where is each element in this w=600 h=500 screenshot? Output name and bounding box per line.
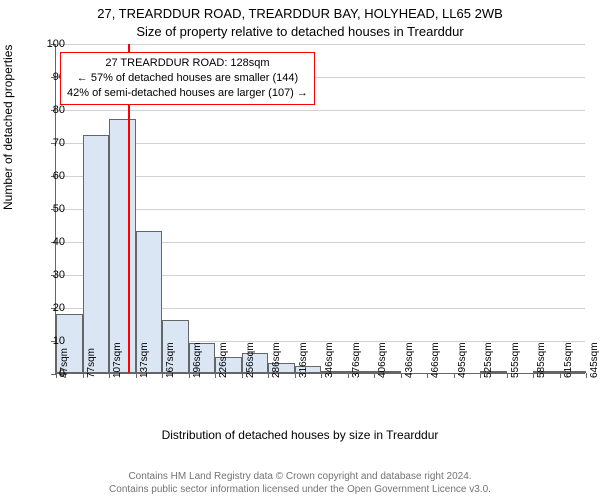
y-tick-label: 70 (15, 137, 65, 149)
x-tick-mark (242, 373, 243, 378)
x-tick-label: 226sqm (218, 342, 229, 378)
x-tick-mark (189, 373, 190, 378)
y-tick-label: 40 (15, 236, 65, 248)
annotation-line: ← 57% of detached houses are smaller (14… (67, 71, 308, 86)
x-tick-label: 346sqm (324, 342, 335, 378)
bar (109, 119, 136, 373)
x-tick-label: 107sqm (112, 342, 123, 378)
x-tick-label: 256sqm (245, 342, 256, 378)
y-tick-label: 30 (15, 269, 65, 281)
x-tick-label: 196sqm (192, 342, 203, 378)
x-tick-mark (533, 373, 534, 378)
y-tick-label: 100 (15, 38, 65, 50)
x-tick-label: 47sqm (59, 348, 70, 378)
footer-line1: Contains HM Land Registry data © Crown c… (0, 470, 600, 483)
y-tick-label: 80 (15, 104, 65, 116)
x-tick-label: 167sqm (165, 342, 176, 378)
x-tick-label: 137sqm (139, 342, 150, 378)
x-tick-mark (480, 373, 481, 378)
x-tick-mark (295, 373, 296, 378)
annotation-box: 27 TREARDDUR ROAD: 128sqm← 57% of detach… (60, 52, 315, 105)
x-tick-label: 436sqm (404, 342, 415, 378)
x-tick-label: 645sqm (589, 342, 600, 378)
x-tick-label: 77sqm (86, 348, 97, 378)
x-tick-label: 406sqm (377, 342, 388, 378)
y-tick-label: 20 (15, 302, 65, 314)
x-tick-label: 585sqm (536, 342, 547, 378)
x-tick-mark (374, 373, 375, 378)
x-tick-label: 495sqm (457, 342, 468, 378)
x-tick-label: 555sqm (510, 342, 521, 378)
x-tick-mark (109, 373, 110, 378)
x-tick-label: 525sqm (483, 342, 494, 378)
x-tick-mark (427, 373, 428, 378)
histogram-chart: 27, TREARDDUR ROAD, TREARDDUR BAY, HOLYH… (0, 0, 600, 500)
annotation-line: 27 TREARDDUR ROAD: 128sqm (67, 56, 308, 71)
chart-title-line2: Size of property relative to detached ho… (0, 24, 600, 39)
x-tick-label: 316sqm (298, 342, 309, 378)
y-axis-label: Number of detached properties (1, 45, 15, 210)
x-tick-label: 615sqm (563, 342, 574, 378)
x-tick-mark (507, 373, 508, 378)
x-tick-mark (268, 373, 269, 378)
y-tick-label: 50 (15, 203, 65, 215)
x-tick-mark (560, 373, 561, 378)
y-tick-label: 90 (15, 71, 65, 83)
y-tick-label: 10 (15, 335, 65, 347)
y-tick-label: 0 (15, 368, 65, 380)
x-tick-mark (83, 373, 84, 378)
x-tick-mark (348, 373, 349, 378)
y-tick-label: 60 (15, 170, 65, 182)
x-tick-mark (136, 373, 137, 378)
x-tick-label: 376sqm (351, 342, 362, 378)
annotation-line: 42% of semi-detached houses are larger (… (67, 86, 308, 101)
x-axis-label: Distribution of detached houses by size … (0, 428, 600, 442)
x-tick-mark (321, 373, 322, 378)
x-tick-mark (215, 373, 216, 378)
x-tick-mark (586, 373, 587, 378)
x-tick-mark (162, 373, 163, 378)
x-tick-label: 466sqm (430, 342, 441, 378)
x-tick-mark (401, 373, 402, 378)
x-tick-mark (454, 373, 455, 378)
footer: Contains HM Land Registry data © Crown c… (0, 470, 600, 496)
bar (83, 135, 110, 373)
x-tick-label: 286sqm (271, 342, 282, 378)
footer-line2: Contains public sector information licen… (0, 483, 600, 496)
chart-title-line1: 27, TREARDDUR ROAD, TREARDDUR BAY, HOLYH… (0, 6, 600, 21)
